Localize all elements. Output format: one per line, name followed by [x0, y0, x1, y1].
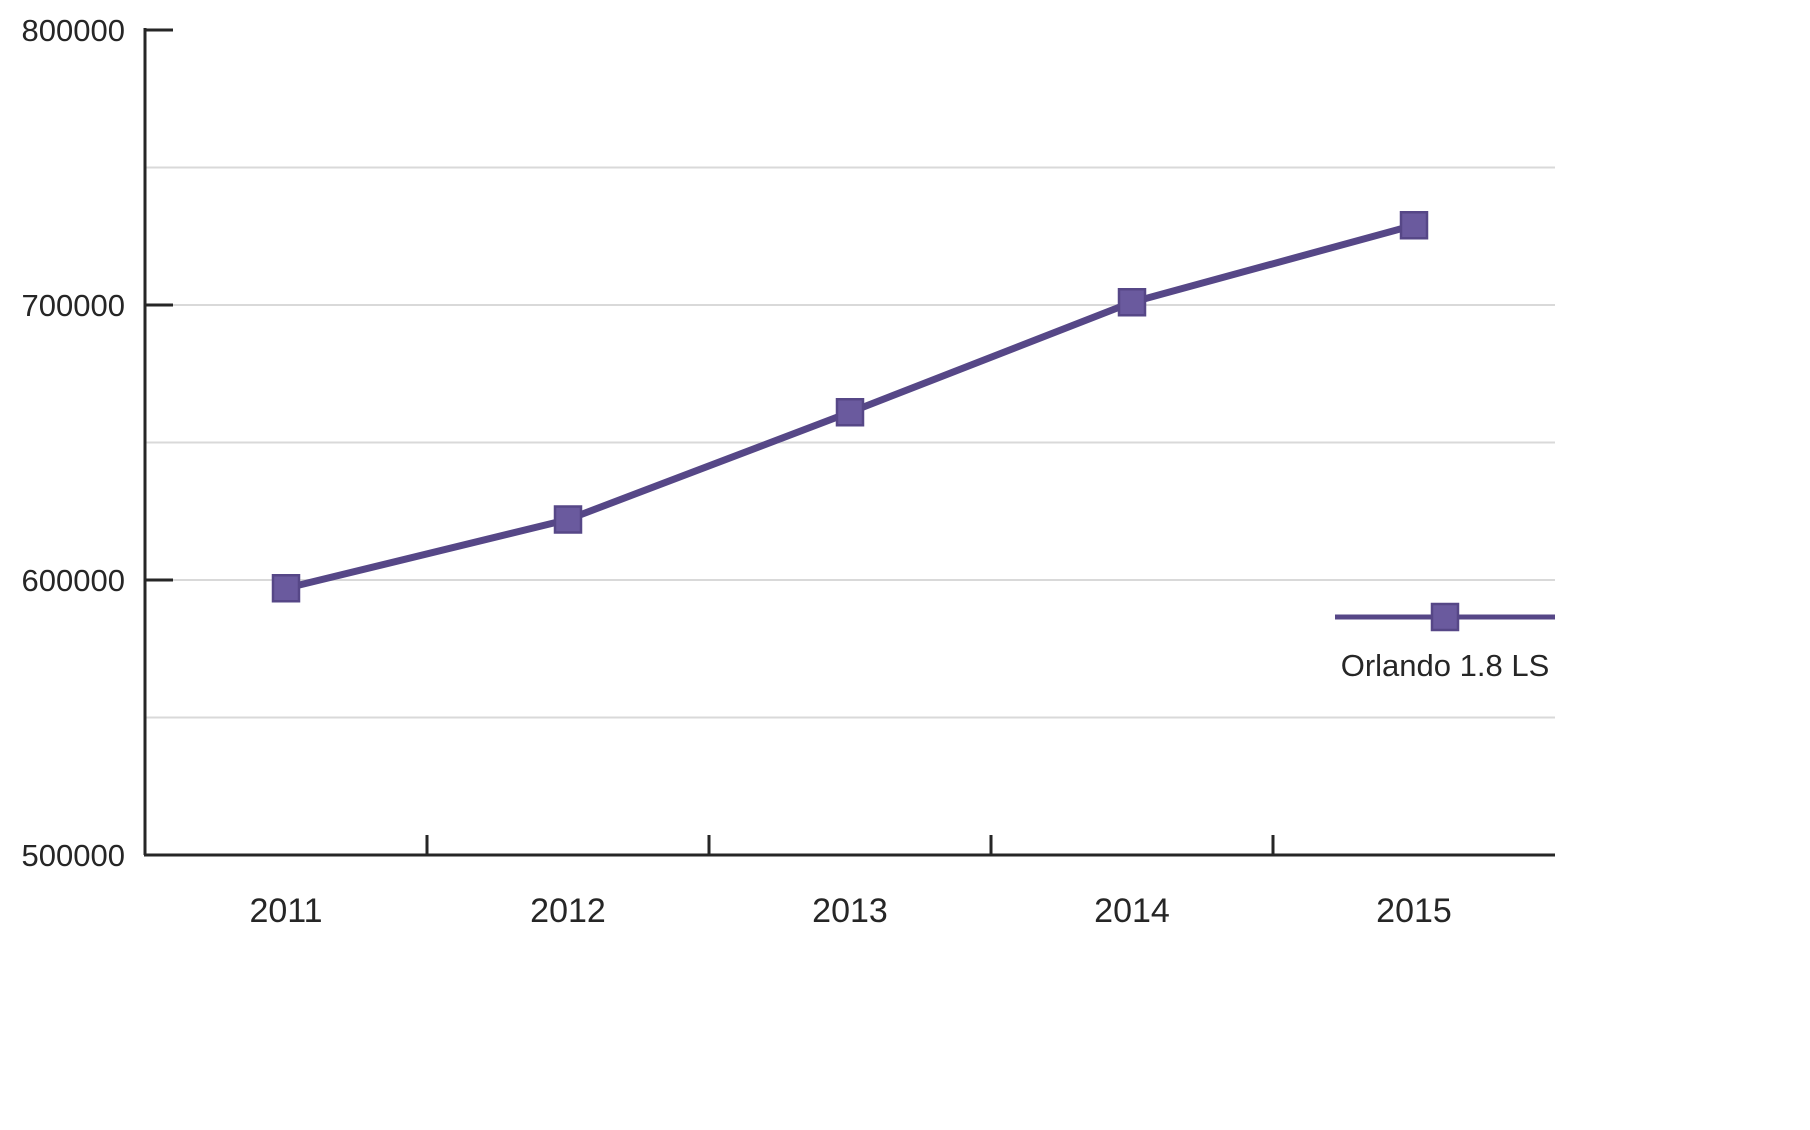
y-axis-label: 500000 — [22, 838, 125, 873]
x-axis-label: 2015 — [1376, 892, 1452, 930]
data-point-marker — [835, 398, 865, 427]
y-axis-label: 600000 — [22, 563, 125, 598]
y-axis-label: 800000 — [22, 13, 125, 48]
data-point-marker — [553, 505, 583, 534]
x-axis-label: 2014 — [1094, 892, 1170, 930]
data-point-marker — [271, 574, 301, 603]
x-axis-label: 2011 — [249, 892, 322, 930]
data-point-marker — [1399, 211, 1429, 240]
y-axis-label: 700000 — [22, 288, 125, 323]
legend-label: Orlando 1.8 LS — [1340, 648, 1550, 683]
x-axis-label: 2012 — [530, 892, 606, 930]
data-point-marker — [1117, 288, 1147, 317]
x-axis-label: 2013 — [812, 892, 888, 930]
legend-marker-icon — [1430, 602, 1460, 632]
